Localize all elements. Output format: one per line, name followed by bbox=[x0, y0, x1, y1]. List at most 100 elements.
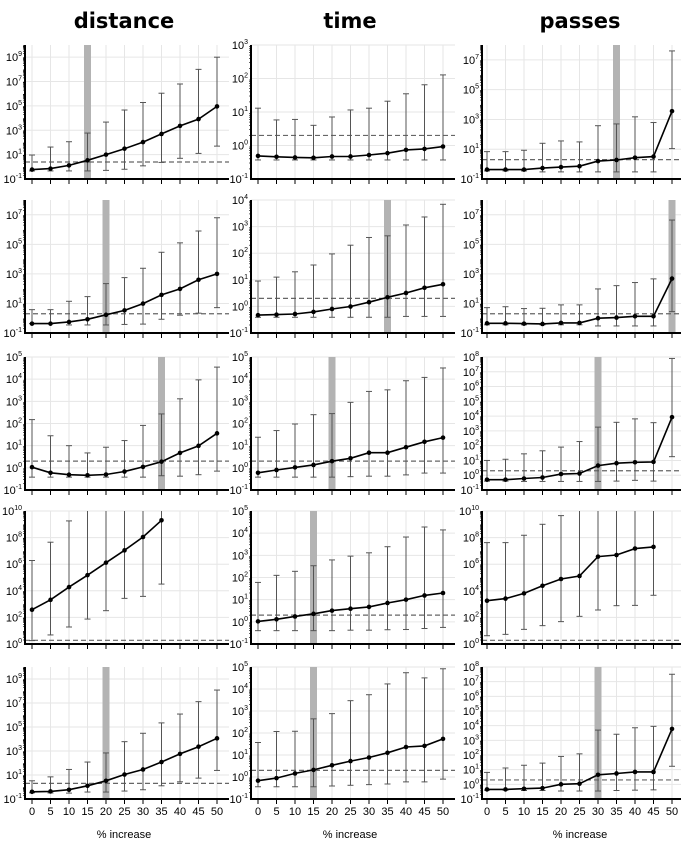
data-point bbox=[85, 316, 90, 322]
x-tick-label: 10 bbox=[289, 806, 301, 818]
y-tick-label: 103 bbox=[463, 268, 479, 281]
data-point bbox=[292, 771, 298, 776]
data-point bbox=[329, 458, 335, 464]
data-point bbox=[614, 315, 619, 320]
y-tick-label: 103 bbox=[6, 268, 22, 281]
y-tick-label: 101 bbox=[232, 274, 248, 287]
panel-time-row5: 10-1 100 101 102 103 104 105 0 5 10 15 20 25 30 35 40 45… bbox=[230, 661, 455, 818]
y-tick-label: 103 bbox=[232, 549, 248, 562]
y-tick-label: 107 bbox=[6, 697, 22, 710]
y-tick-label: 107 bbox=[463, 366, 479, 379]
y-tick-label: 10-1 bbox=[230, 484, 249, 497]
data-point bbox=[440, 281, 446, 287]
data-point bbox=[274, 617, 279, 622]
y-tick-label: 101 bbox=[232, 594, 248, 607]
data-point bbox=[632, 546, 638, 551]
data-point bbox=[159, 131, 164, 137]
y-tick-label: 103 bbox=[232, 39, 248, 52]
data-point bbox=[577, 471, 582, 476]
y-tick-label: 10-1 bbox=[461, 327, 480, 340]
y-tick-label: 108 bbox=[463, 661, 479, 674]
column-title-distance: distance bbox=[74, 9, 175, 33]
y-tick-label: 104 bbox=[463, 410, 479, 423]
data-point bbox=[403, 597, 409, 602]
x-tick-label: 20 bbox=[326, 806, 338, 818]
data-point bbox=[558, 164, 564, 170]
column-title-time: time bbox=[323, 9, 376, 33]
data-point bbox=[484, 598, 490, 604]
data-point bbox=[385, 450, 390, 456]
data-point bbox=[214, 104, 220, 109]
panel-distance-row1: 10-1 101 103 105 107 109 bbox=[4, 45, 229, 186]
data-point bbox=[311, 611, 316, 617]
data-point bbox=[366, 755, 372, 760]
data-point bbox=[140, 139, 146, 145]
data-point bbox=[329, 763, 335, 768]
x-tick-label: 35 bbox=[155, 806, 167, 818]
series-line bbox=[486, 546, 654, 602]
x-tick-label: 45 bbox=[192, 806, 204, 818]
y-tick-label: 10-1 bbox=[230, 173, 249, 186]
y-tick-label: 100 bbox=[6, 462, 22, 475]
data-point bbox=[595, 315, 601, 321]
x-tick-label: 40 bbox=[400, 806, 412, 818]
data-point bbox=[503, 321, 508, 326]
data-point bbox=[503, 477, 508, 482]
y-tick-label: 104 bbox=[463, 585, 479, 598]
y-tick-label: 109 bbox=[6, 673, 22, 686]
y-tick-label: 104 bbox=[463, 720, 479, 733]
y-tick-label: 105 bbox=[232, 351, 248, 364]
x-tick-label: 35 bbox=[610, 806, 622, 818]
x-tick-label: 5 bbox=[273, 806, 279, 818]
data-point bbox=[669, 726, 675, 732]
y-tick-label: 102 bbox=[232, 247, 248, 260]
data-point bbox=[48, 321, 53, 326]
data-point bbox=[366, 450, 372, 456]
highlight-band bbox=[102, 667, 110, 799]
data-point bbox=[292, 311, 298, 317]
y-tick-label: 107 bbox=[463, 54, 479, 67]
y-tick-label: 100 bbox=[463, 778, 479, 791]
data-point bbox=[558, 320, 564, 326]
x-tick-label: 10 bbox=[518, 806, 530, 818]
data-point bbox=[484, 477, 490, 482]
panel-passes-row2: 10-1 101 103 105 107 bbox=[461, 200, 681, 340]
data-point bbox=[440, 590, 446, 596]
x-tick-label: 50 bbox=[666, 806, 678, 818]
panel-time-row1: 10-1 100 101 102 103 bbox=[230, 39, 455, 186]
y-tick-label: 10-1 bbox=[461, 173, 480, 186]
data-point bbox=[140, 767, 146, 772]
data-point bbox=[29, 167, 35, 172]
data-point bbox=[329, 608, 335, 613]
data-point bbox=[29, 464, 35, 470]
data-point bbox=[159, 517, 164, 523]
x-tick-label: 50 bbox=[437, 806, 449, 818]
x-tick-label: 5 bbox=[502, 806, 508, 818]
data-point bbox=[66, 319, 72, 325]
data-point bbox=[385, 600, 390, 606]
y-tick-label: 103 bbox=[463, 425, 479, 438]
data-point bbox=[255, 312, 261, 318]
data-point bbox=[85, 783, 90, 789]
data-point bbox=[366, 299, 372, 305]
data-point bbox=[521, 321, 527, 326]
data-point bbox=[348, 758, 353, 764]
data-point bbox=[122, 308, 127, 313]
data-point bbox=[140, 534, 146, 540]
y-tick-label: 105 bbox=[6, 721, 22, 734]
data-point bbox=[103, 778, 109, 784]
data-point bbox=[540, 165, 545, 171]
highlight-band bbox=[594, 357, 602, 490]
data-point bbox=[577, 781, 582, 787]
y-tick-label: 109 bbox=[6, 51, 22, 64]
y-tick-label: 103 bbox=[6, 124, 22, 137]
data-point bbox=[274, 467, 279, 473]
data-point bbox=[669, 414, 675, 420]
data-point bbox=[632, 155, 638, 160]
data-point bbox=[103, 472, 109, 477]
y-tick-label: 103 bbox=[6, 395, 22, 408]
y-tick-label: 105 bbox=[463, 395, 479, 408]
data-point bbox=[122, 469, 127, 474]
data-point bbox=[214, 271, 220, 277]
